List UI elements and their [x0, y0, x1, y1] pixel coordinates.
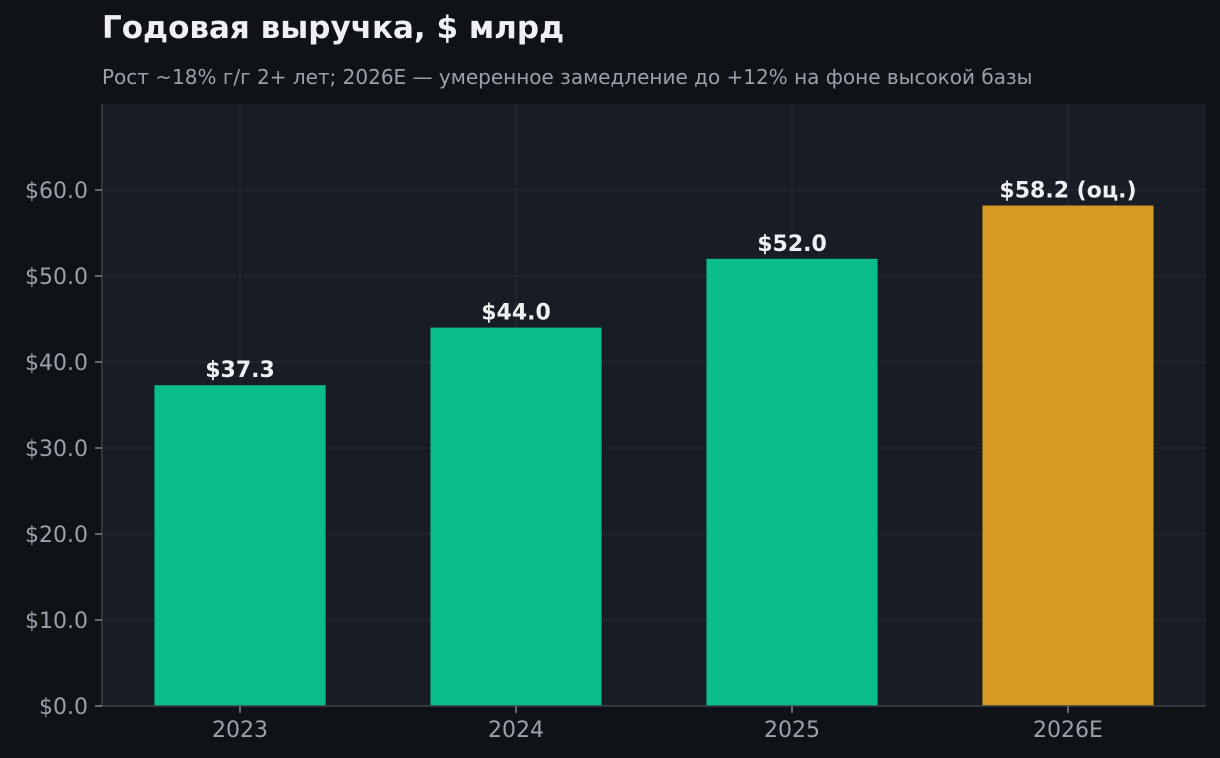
x-tick-label-2025: 2025 — [764, 718, 820, 743]
bar-2024 — [430, 327, 602, 706]
y-tick-label-5: $50.0 — [25, 265, 88, 290]
bar-2026e — [982, 205, 1154, 707]
y-tick-label-4: $40.0 — [25, 351, 88, 376]
chart-title: Годовая выручка, $ млрд — [102, 10, 564, 46]
plot-area: $37.3 $44.0 $52.0 $58.2 (оц.) $0.0 $10.0 $20.0… — [25, 104, 1206, 743]
bar-2025 — [706, 258, 878, 706]
y-tick-label-6: $60.0 — [25, 179, 88, 204]
y-tick-label-3: $30.0 — [25, 437, 88, 462]
x-tick-label-2023: 2023 — [212, 718, 268, 743]
bar-value-label-2023: $37.3 — [205, 358, 275, 383]
bar-value-label-2026e: $58.2 (оц.) — [999, 178, 1136, 203]
chart-subtitle: Рост ~18% г/г 2+ лет; 2026E — умеренное … — [102, 65, 1032, 89]
bar-value-label-2024: $44.0 — [481, 301, 551, 326]
bar-2023 — [154, 385, 326, 706]
x-tick-label-2026e: 2026E — [1033, 718, 1103, 743]
bar-value-label-2025: $52.0 — [757, 232, 827, 257]
y-tick-label-1: $10.0 — [25, 609, 88, 634]
x-tick-label-2024: 2024 — [488, 718, 544, 743]
y-tick-label-0: $0.0 — [39, 695, 88, 720]
y-tick-label-2: $20.0 — [25, 523, 88, 548]
